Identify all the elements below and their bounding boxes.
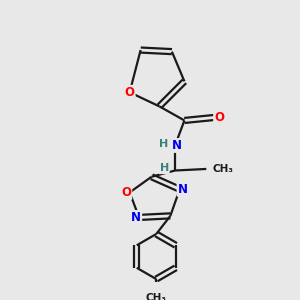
Text: CH₃: CH₃ <box>146 293 167 300</box>
Text: N: N <box>178 183 188 196</box>
Text: H: H <box>159 139 168 149</box>
Text: N: N <box>131 211 141 224</box>
Text: CH₃: CH₃ <box>212 164 233 174</box>
Text: O: O <box>121 186 131 199</box>
Text: H: H <box>160 163 169 173</box>
Text: O: O <box>125 86 135 99</box>
Text: N: N <box>171 139 182 152</box>
Text: O: O <box>214 111 224 124</box>
